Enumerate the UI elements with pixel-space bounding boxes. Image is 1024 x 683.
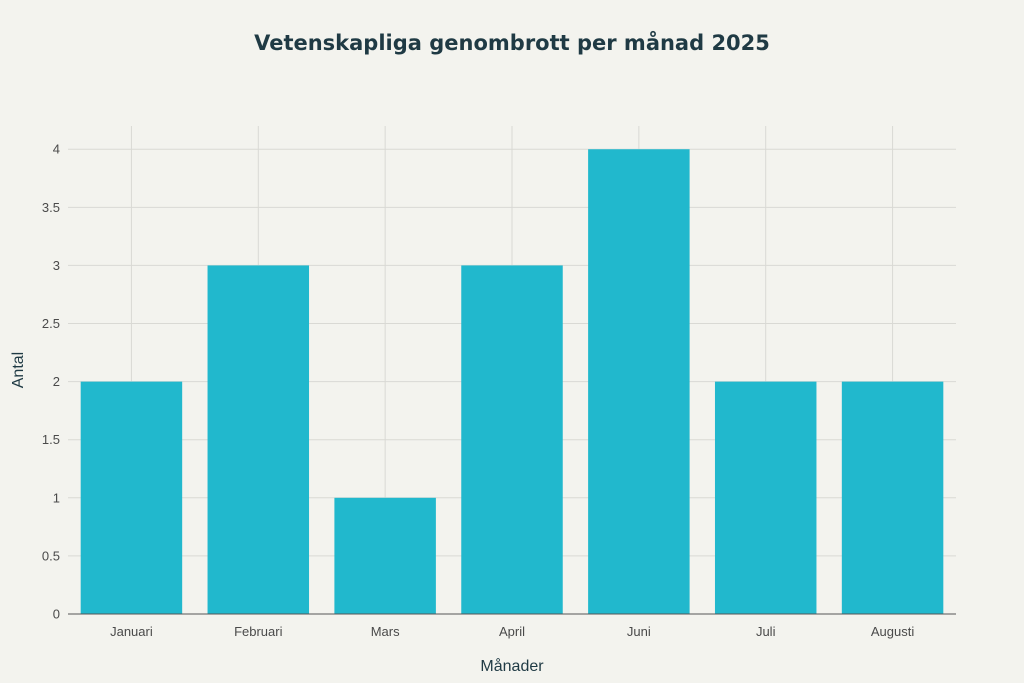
x-tick-label: Mars (371, 624, 400, 639)
x-axis-title: Månader (480, 657, 544, 675)
y-tick-label: 4 (53, 142, 60, 157)
y-tick-label: 3.5 (42, 200, 60, 215)
bar-februari (207, 265, 310, 614)
bar-augusti (841, 381, 944, 614)
bar-mars (334, 497, 436, 614)
x-tick-label: Augusti (871, 624, 914, 639)
y-tick-label: 3 (53, 258, 60, 273)
y-axis-title: Antal (10, 352, 27, 388)
x-tick-label: Juni (627, 624, 651, 639)
chart-title: Vetenskapliga genombrott per månad 2025 (254, 30, 770, 55)
bar-januari (80, 381, 183, 614)
y-tick-label: 1.5 (42, 432, 60, 447)
y-tick-label: 2.5 (42, 316, 60, 331)
x-tick-label: Juli (756, 624, 776, 639)
x-tick-label: April (499, 624, 525, 639)
y-tick-label: 0 (53, 607, 60, 622)
bar-juni (588, 149, 690, 614)
x-axis-ticks: Januari Februari Mars April Juni Juli Augusti (110, 624, 914, 639)
y-tick-label: 2 (53, 374, 60, 389)
x-tick-label: Januari (110, 624, 153, 639)
bars (80, 149, 944, 614)
bar-juli (714, 381, 817, 614)
x-tick-label: Februari (234, 624, 283, 639)
y-axis-ticks: 0 0.5 1 1.5 2 2.5 3 3.5 4 (42, 142, 60, 622)
bar-april (461, 265, 563, 614)
y-tick-label: 0.5 (42, 548, 60, 563)
y-tick-label: 1 (53, 490, 60, 505)
